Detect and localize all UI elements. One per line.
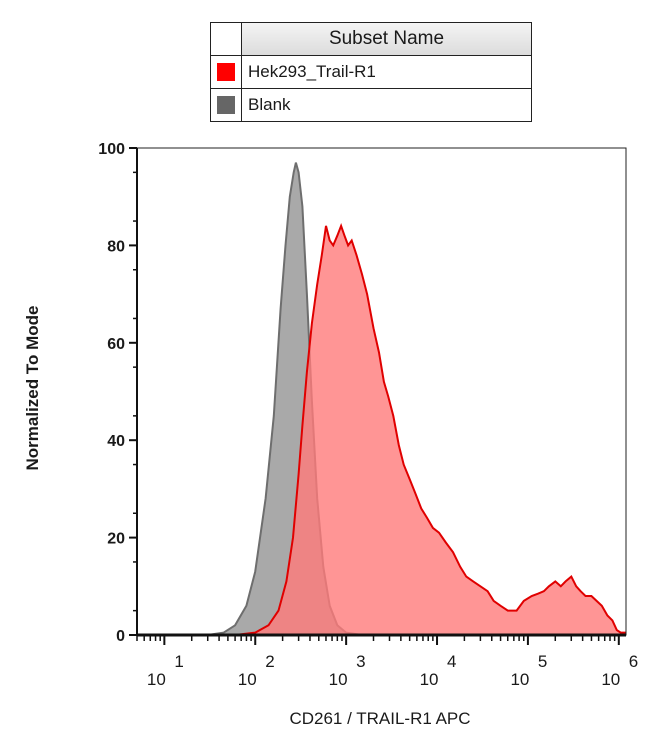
x-tick-exponent-10000: 4	[447, 652, 456, 671]
legend-row-trail: Hek293_Trail-R1	[211, 55, 531, 88]
y-tick-label-40: 40	[107, 433, 125, 450]
y-tick-label-20: 20	[107, 531, 125, 548]
series-line-hek293-trail-r1	[137, 222, 626, 636]
legend-swatch-cell	[211, 56, 242, 88]
series-area-hek293-trail-r1	[137, 225, 626, 635]
legend-header-label: Subset Name	[242, 23, 531, 55]
gray-square-icon	[217, 96, 235, 114]
x-tick-label-1000000: 10	[601, 670, 620, 689]
legend-swatch-cell	[211, 89, 242, 121]
y-tick-label-80: 80	[107, 238, 125, 255]
legend-row-blank: Blank	[211, 88, 531, 121]
x-tick-exponent-10: 1	[174, 652, 183, 671]
legend-table: Subset Name Hek293_Trail-R1 Blank	[210, 22, 532, 122]
x-tick-label-1000: 10	[329, 670, 348, 689]
legend-header-blank-cell	[211, 23, 242, 55]
y-tick-label-100: 100	[98, 141, 125, 158]
series-layer	[137, 162, 626, 636]
legend-label-trail: Hek293_Trail-R1	[248, 62, 376, 81]
legend-header-row: Subset Name	[211, 23, 531, 55]
axes-layer: 0 20 40 60 80 100 10 1 10 2 10 3 10 4 10 5 10 6	[98, 141, 638, 689]
x-tick-label-100: 10	[238, 670, 257, 689]
y-tick-label-60: 60	[107, 336, 125, 353]
y-axis-title: Normalized To Mode	[23, 306, 42, 471]
x-axis-title: CD261 / TRAIL-R1 APC	[289, 709, 470, 728]
x-tick-exponent-100: 2	[265, 652, 274, 671]
x-tick-label-10000: 10	[420, 670, 439, 689]
x-tick-exponent-1000000: 6	[629, 652, 638, 671]
x-tick-exponent-100000: 5	[538, 652, 547, 671]
x-tick-label-100000: 10	[510, 670, 529, 689]
red-square-icon	[217, 63, 235, 81]
x-tick-exponent-1000: 3	[356, 652, 365, 671]
x-tick-label-10: 10	[147, 670, 166, 689]
legend-label-blank: Blank	[248, 95, 291, 114]
y-tick-label-0: 0	[116, 628, 125, 645]
